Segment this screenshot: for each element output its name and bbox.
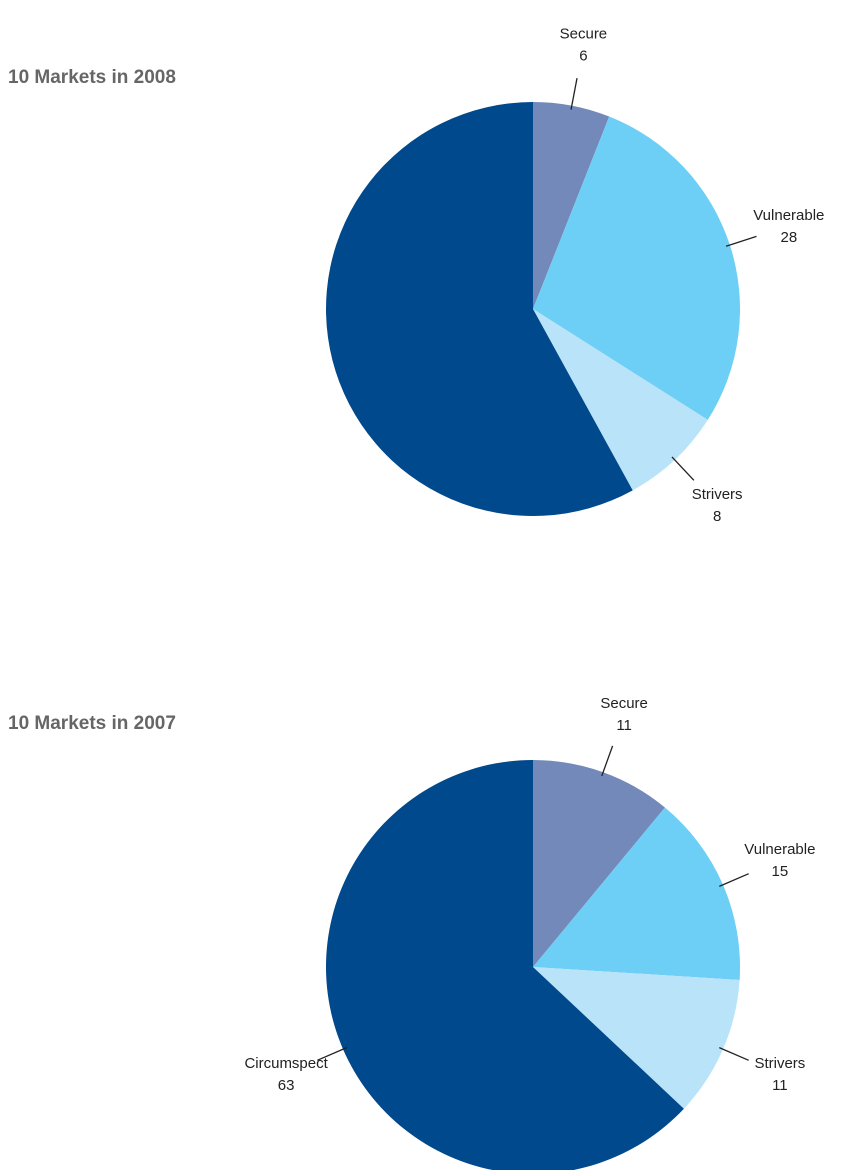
leader-line	[601, 745, 614, 777]
slice-label: Secure	[600, 695, 648, 712]
slice-value: 63	[278, 1077, 295, 1094]
slice-label: Circumspect	[244, 1055, 328, 1072]
pie-slice	[533, 116, 741, 420]
pie-slice	[533, 807, 740, 980]
slice-value: 11	[616, 717, 632, 734]
slice-label: Secure	[560, 26, 608, 43]
slice-value: 6	[579, 48, 587, 65]
slice-label: Vulnerable	[744, 841, 815, 858]
leader-line	[719, 873, 749, 887]
leader-line	[671, 456, 695, 481]
slice-label: Strivers	[754, 1055, 805, 1072]
pie-slice	[326, 102, 633, 516]
slice-value: 11	[772, 1077, 788, 1094]
leader-line	[317, 1047, 347, 1061]
pie-slice	[326, 760, 684, 1170]
pie-slice	[533, 759, 665, 967]
slice-value: 8	[713, 508, 721, 525]
slice-label: Vulnerable	[753, 207, 824, 224]
pie-slice	[533, 967, 740, 1109]
leader-line	[719, 1047, 749, 1061]
pie-slice	[533, 309, 708, 491]
slice-value: 15	[772, 863, 789, 880]
pie-slice	[533, 102, 610, 309]
slice-value: 28	[780, 229, 797, 246]
leader-line	[570, 78, 578, 110]
leader-line	[725, 235, 757, 247]
chart-title: 10 Markets in 2007	[8, 713, 176, 734]
slice-label: Strivers	[692, 486, 743, 503]
chart-title: 10 Markets in 2008	[8, 67, 176, 88]
